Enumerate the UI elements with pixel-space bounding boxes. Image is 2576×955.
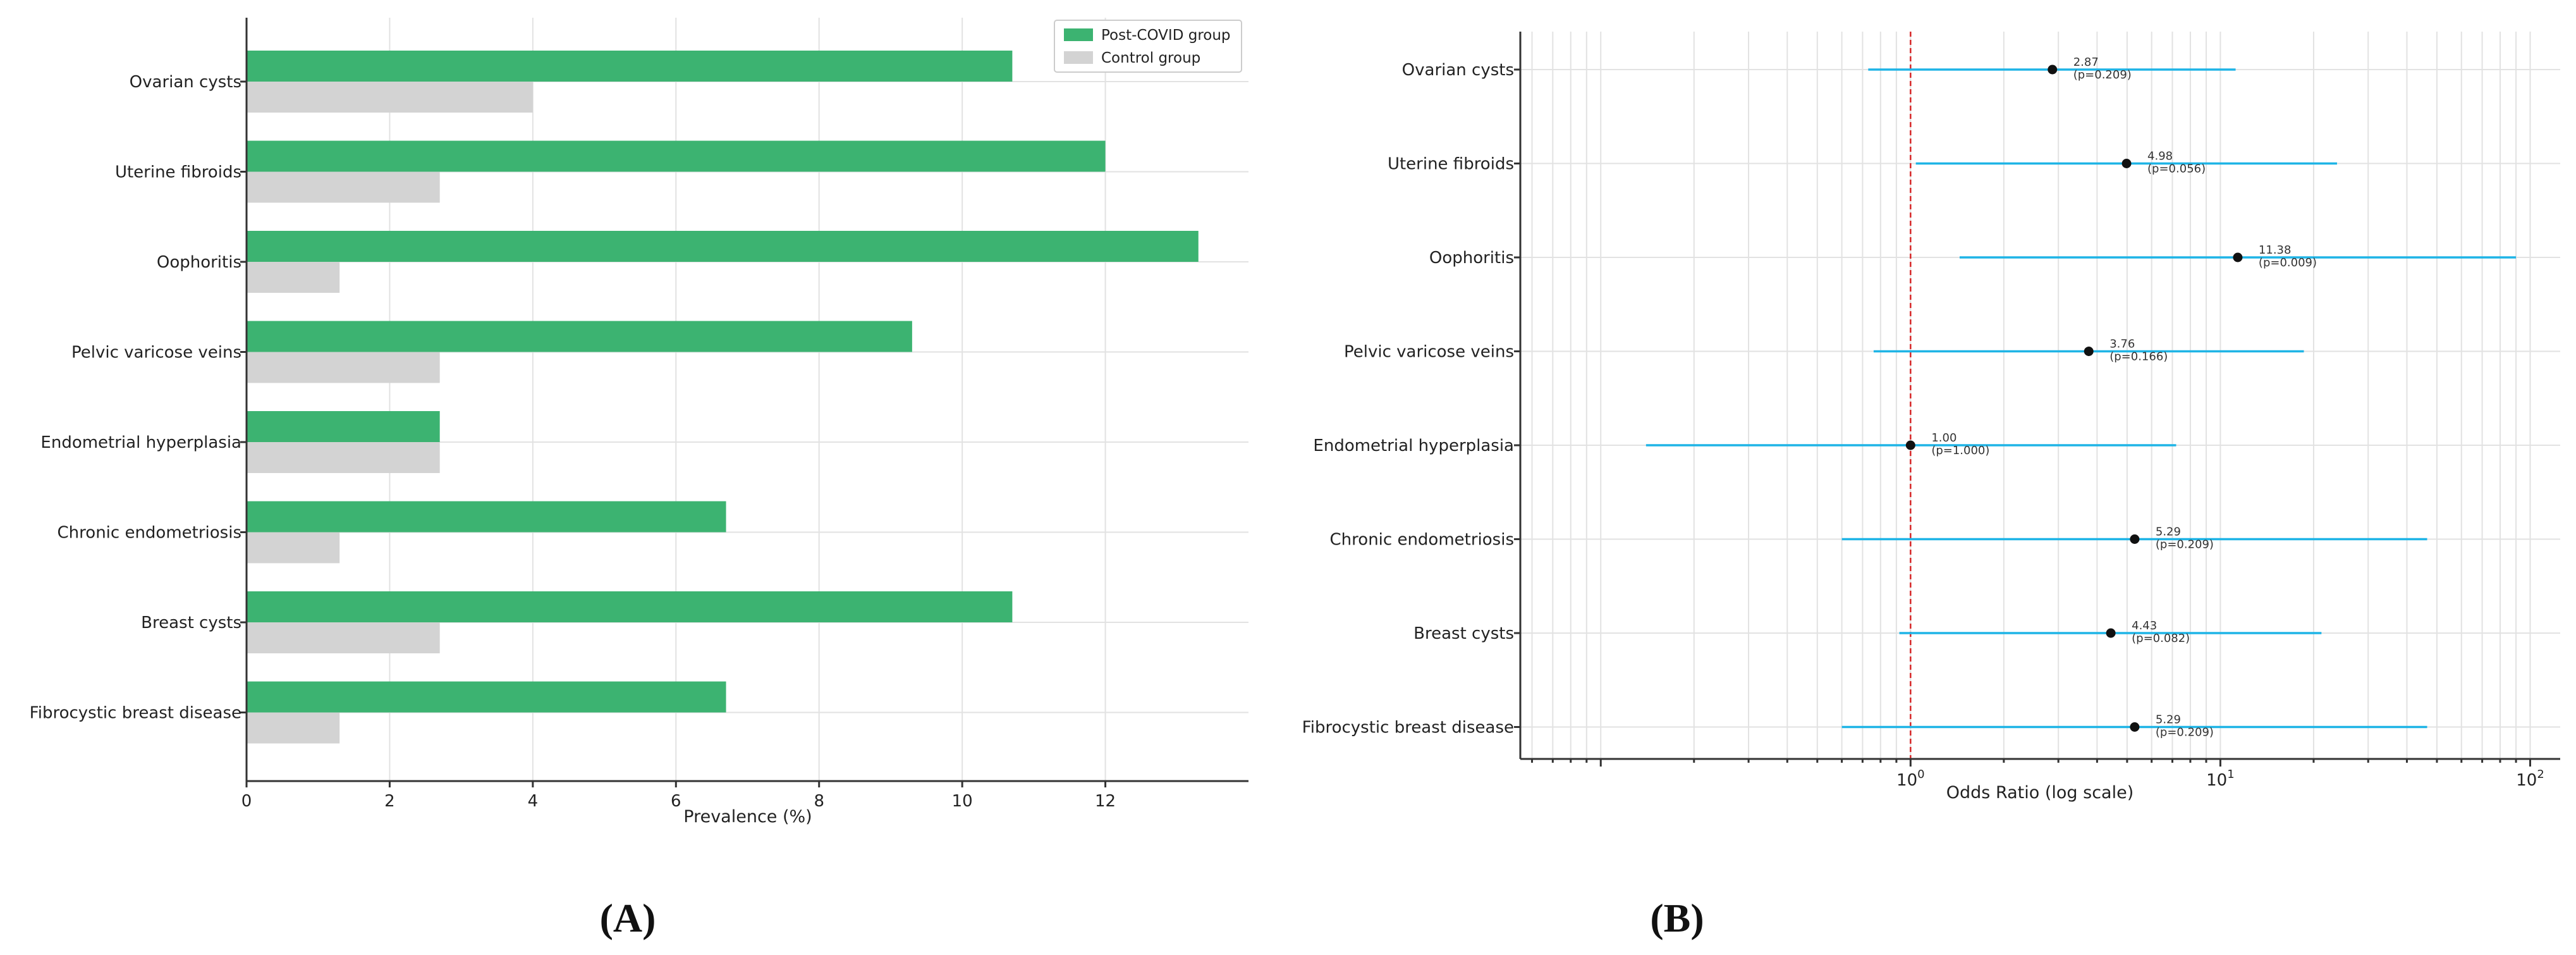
- panel-b-category-fibrocystic-breast-disease: Fibrocystic breast disease: [1302, 718, 1514, 737]
- bar-control-group-ovarian-cysts: [247, 82, 533, 113]
- or-value-label-breast-cysts: 4.43: [2132, 619, 2157, 632]
- panel-b-gridlines: [1520, 32, 2560, 759]
- panel-a-x-tick-label-0: 0: [241, 792, 252, 811]
- bar-post-covid-group-ovarian-cysts: [247, 51, 1013, 82]
- p-value-label-endometrial-hyperplasia: (p=1.000): [1931, 444, 1989, 457]
- p-value-label-fibrocystic-breast-disease: (p=0.209): [2156, 726, 2214, 739]
- panel-b-category-breast-cysts: Breast cysts: [1413, 624, 1514, 643]
- or-value-label-oophoritis: 11.38: [2259, 243, 2292, 257]
- or-point-fibrocystic-breast-disease: [2130, 722, 2140, 732]
- bar-control-group-fibrocystic-breast-disease: [247, 712, 340, 744]
- panel-b-category-chronic-endometriosis: Chronic endometriosis: [1330, 531, 1514, 550]
- panel-a-x-tick-label-4: 4: [528, 792, 539, 811]
- or-point-ovarian-cysts: [2048, 65, 2058, 75]
- legend-swatch-control: [1064, 51, 1093, 64]
- or-value-label-fibrocystic-breast-disease: 5.29: [2156, 713, 2181, 727]
- panel-a-bar-chart: Ovarian cysts Uterine fibroids Oophoritis P…: [30, 18, 1248, 940]
- panel-a-category-oophoritis: Oophoritis: [157, 253, 241, 272]
- panel-a-x-tick-label-2: 2: [384, 792, 395, 811]
- legend-label-control: Control group: [1101, 50, 1200, 66]
- or-point-uterine-fibroids: [2121, 159, 2132, 168]
- or-value-label-uterine-fibroids: 4.98: [2147, 150, 2173, 163]
- legend-swatch-post-covid: [1064, 28, 1093, 41]
- p-value-label-breast-cysts: (p=0.082): [2132, 632, 2190, 645]
- p-value-label-chronic-endometriosis: (p=0.209): [2156, 538, 2214, 551]
- panel-a-x-axis-label: Prevalence (%): [683, 807, 812, 827]
- or-point-breast-cysts: [2106, 628, 2116, 638]
- panel-a-category-breast-cysts: Breast cysts: [141, 613, 241, 632]
- panel-b-x-tick-label-10: 101: [2206, 768, 2235, 790]
- bar-control-group-endometrial-hyperplasia: [247, 442, 440, 473]
- bar-control-group-uterine-fibroids: [247, 171, 440, 203]
- panel-a-category-chronic-endometriosis: Chronic endometriosis: [58, 524, 241, 543]
- bar-post-covid-group-uterine-fibroids: [247, 140, 1106, 172]
- bar-post-covid-group-chronic-endometriosis: [247, 501, 726, 533]
- panel-a-x-tick-label-6: 6: [671, 792, 681, 811]
- or-value-label-ovarian-cysts: 2.87: [2073, 56, 2099, 69]
- panel-a-gridlines: [246, 18, 1248, 781]
- panel-b-odds-ratio-points: [1905, 65, 2243, 732]
- panel-b-category-oophoritis: Oophoritis: [1429, 249, 1514, 268]
- panel-b-x-axis-label: Odds Ratio (log scale): [1946, 783, 2133, 803]
- or-value-label-pelvic-varicose-veins: 3.76: [2109, 338, 2135, 351]
- panel-b-x-tick-label-1: 100: [1896, 768, 1925, 790]
- bar-post-covid-group-endometrial-hyperplasia: [247, 411, 440, 442]
- panel-a-category-ovarian-cysts: Ovarian cysts: [130, 73, 241, 92]
- panel-a-category-pelvic-varicose-veins: Pelvic varicose veins: [71, 343, 241, 362]
- panel-a-category-endometrial-hyperplasia: Endometrial hyperplasia: [40, 433, 241, 452]
- panel-a-x-tick-label-8: 8: [814, 792, 824, 811]
- bar-post-covid-group-pelvic-varicose-veins: [247, 321, 912, 352]
- p-value-label-ovarian-cysts: (p=0.209): [2073, 68, 2132, 82]
- panel-b-x-tick-label-100: 102: [2516, 768, 2544, 790]
- panel-a-x-tick-label-10: 10: [952, 792, 973, 811]
- panel-b-category-endometrial-hyperplasia: Endometrial hyperplasia: [1313, 436, 1514, 455]
- panel-a-legend: Post-COVID group Control group: [1054, 20, 1242, 73]
- bar-control-group-pelvic-varicose-veins: [247, 352, 440, 383]
- panel-a-category-uterine-fibroids: Uterine fibroids: [115, 163, 241, 182]
- bar-post-covid-group-fibrocystic-breast-disease: [247, 681, 726, 713]
- panel-b-label: (B): [1650, 896, 1704, 940]
- panel-a-category-fibrocystic-breast-disease: Fibrocystic breast disease: [30, 704, 241, 723]
- bar-control-group-chronic-endometriosis: [247, 532, 340, 564]
- or-value-label-endometrial-hyperplasia: 1.00: [1931, 431, 1956, 445]
- panel-b-x-tick-exponent-100: 2: [2537, 768, 2544, 781]
- panel-a-bars: [247, 51, 1199, 744]
- bar-post-covid-group-oophoritis: [247, 231, 1199, 262]
- p-value-label-oophoritis: (p=0.009): [2259, 256, 2317, 269]
- legend-label-post-covid: Post-COVID group: [1101, 27, 1231, 44]
- bar-control-group-breast-cysts: [247, 622, 440, 653]
- panel-a-y-tick-labels: Ovarian cysts Uterine fibroids Oophoritis P…: [30, 73, 247, 723]
- panel-b-x-tick-exponent-10: 1: [2227, 768, 2234, 781]
- panel-b-category-pelvic-varicose-veins: Pelvic varicose veins: [1344, 343, 1514, 362]
- or-point-chronic-endometriosis: [2130, 534, 2140, 544]
- panel-b-category-ovarian-cysts: Ovarian cysts: [1402, 61, 1514, 80]
- panel-b-x-tick-labels: 100 101 102: [1531, 759, 2544, 790]
- or-point-pelvic-varicose-veins: [2084, 347, 2094, 356]
- panel-b-category-uterine-fibroids: Uterine fibroids: [1388, 155, 1514, 174]
- p-value-label-pelvic-varicose-veins: (p=0.166): [2109, 350, 2168, 364]
- or-value-label-chronic-endometriosis: 5.29: [2156, 526, 2181, 539]
- bar-post-covid-group-breast-cysts: [247, 591, 1013, 622]
- bar-control-group-oophoritis: [247, 262, 340, 293]
- panel-b-x-tick-exponent-1: 0: [1917, 768, 1924, 781]
- p-value-label-uterine-fibroids: (p=0.056): [2147, 163, 2206, 176]
- or-point-oophoritis: [2233, 252, 2243, 262]
- panel-a-label: (A): [600, 896, 656, 940]
- panel-b-forest-plot: 2.87(p=0.209)4.98(p=0.056)11.38(p=0.009)…: [1302, 32, 2560, 940]
- or-point-endometrial-hyperplasia: [1905, 440, 1915, 450]
- panel-a-x-tick-labels: 0 2 4 6 8 10 12: [241, 781, 1116, 811]
- panel-b-confidence-intervals: [1645, 68, 2517, 729]
- panel-b-y-tick-labels: Ovarian cysts Uterine fibroids Oophoritis P…: [1302, 61, 1520, 737]
- panel-a-x-tick-label-12: 12: [1095, 792, 1116, 811]
- legend-box: [1054, 20, 1242, 73]
- panel-b-annotations: 2.87(p=0.209)4.98(p=0.056)11.38(p=0.009)…: [1931, 56, 2317, 739]
